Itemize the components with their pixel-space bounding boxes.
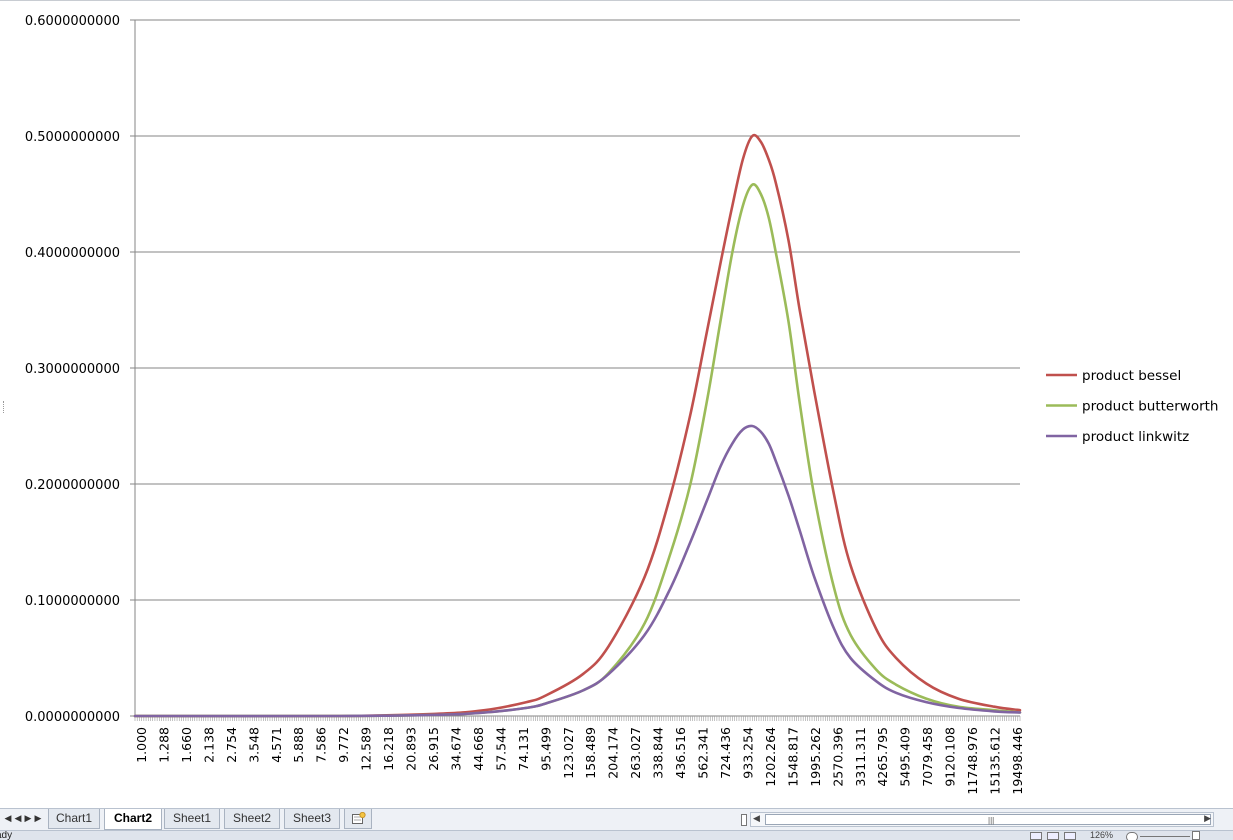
x-tick-label: 436.516 <box>673 727 688 779</box>
x-tick-label: 19498.446 <box>1010 727 1025 795</box>
scrollbar-thumb[interactable]: ||| <box>765 814 1211 825</box>
x-tick-label: 158.489 <box>583 727 598 779</box>
insert-sheet-icon <box>352 812 366 824</box>
x-tick-label: 204.174 <box>606 727 621 779</box>
scroll-right-arrow-icon[interactable]: ▶ <box>1204 813 1211 823</box>
horizontal-scrollbar[interactable]: ◀ ||| ▶ <box>750 812 1214 827</box>
scrollbar-grip-icon: ||| <box>988 816 995 825</box>
x-tick-label: 5495.409 <box>898 727 913 787</box>
x-tick-label: 7.586 <box>314 727 329 763</box>
x-tick-label: 3311.311 <box>853 727 868 787</box>
x-tick-label: 9.772 <box>336 727 351 763</box>
series-lines <box>133 133 1022 718</box>
x-minor-ticks <box>134 716 1021 721</box>
zoom-in-button[interactable] <box>1192 831 1200 840</box>
legend-label-product-linkwitz: product linkwitz <box>1082 429 1189 445</box>
chart-sheet[interactable]: 1.000 1.288 1.660 2.138 2.754 3.548 4.571 5.888… <box>0 0 1233 808</box>
line-chart: 1.000 1.288 1.660 2.138 2.754 3.548 4.571 5.888… <box>25 14 1219 795</box>
x-tick-label: 26.915 <box>426 727 441 771</box>
x-tick-label: 933.254 <box>741 727 756 779</box>
tab-chart1[interactable]: Chart1 <box>48 809 100 829</box>
x-tick-label: 95.499 <box>538 727 553 771</box>
legend-label-product-bessel: product bessel <box>1082 368 1181 384</box>
y-tick-label: 0.5000000000 <box>25 130 120 145</box>
x-tick-label: 2570.396 <box>830 727 845 787</box>
tab-sheet1[interactable]: Sheet1 <box>164 809 220 829</box>
zoom-out-button[interactable] <box>1126 832 1138 840</box>
y-tick-label: 0.0000000000 <box>25 710 120 725</box>
series-line-product-linkwitz <box>133 424 1022 718</box>
x-tick-label: 4.571 <box>269 727 284 763</box>
y-axis: 0.0000000000 0.1000000000 0.2000000000 0.30… <box>25 14 136 725</box>
page-layout-view-icon[interactable] <box>1047 832 1059 840</box>
x-tick-label: 1995.262 <box>808 727 823 787</box>
x-tick-label: 3.548 <box>246 727 261 763</box>
gridlines <box>135 19 1020 601</box>
insert-sheet-button[interactable] <box>344 809 372 829</box>
x-tick-label: 11748.976 <box>965 727 980 795</box>
x-tick-label: 16.218 <box>381 727 396 771</box>
x-tick-label: 5.888 <box>291 727 306 763</box>
zoom-slider[interactable] <box>1140 836 1190 837</box>
series-line-product-bessel <box>133 133 1022 718</box>
legend: product bessel product butterworth product… <box>1046 368 1218 445</box>
x-tick-label: 2.138 <box>201 727 216 763</box>
status-bar: ady 126% <box>0 830 1233 840</box>
x-tick-label: 44.668 <box>471 727 486 771</box>
x-tick-label: 12.589 <box>359 727 374 771</box>
tab-split-handle[interactable] <box>741 814 747 826</box>
next-sheet-arrow-icon[interactable]: ▶ <box>24 814 32 824</box>
x-tick-label: 1.000 <box>134 727 149 763</box>
x-tick-label: 562.341 <box>696 727 711 779</box>
last-sheet-arrow-icon[interactable]: ▶ <box>34 814 42 824</box>
tab-sheet3[interactable]: Sheet3 <box>284 809 340 829</box>
x-tick-label: 34.674 <box>449 727 464 771</box>
y-tick-label: 0.4000000000 <box>25 246 120 261</box>
x-tick-label: 4265.795 <box>875 727 890 787</box>
x-tick-label: 338.844 <box>651 727 666 779</box>
legend-label-product-butterworth: product butterworth <box>1082 399 1218 415</box>
x-tick-label: 1.660 <box>179 727 194 763</box>
x-tick-label: 74.131 <box>516 727 531 771</box>
page-break-view-icon[interactable] <box>1064 832 1076 840</box>
y-tick-label: 0.3000000000 <box>25 362 120 377</box>
x-tick-label: 1548.817 <box>785 727 800 787</box>
status-text: ady <box>0 830 13 840</box>
sheet-tab-bar: ◀ ◀ ▶ ▶ Chart1 Chart2 Sheet1 Sheet2 Shee… <box>0 808 1233 830</box>
tab-chart2[interactable]: Chart2 <box>104 809 162 830</box>
normal-view-icon[interactable] <box>1030 832 1042 840</box>
x-tick-label: 20.893 <box>404 727 419 771</box>
first-sheet-arrow-icon[interactable]: ◀ <box>4 814 12 824</box>
zoom-level[interactable]: 126% <box>1090 830 1114 840</box>
x-tick-label: 57.544 <box>493 727 508 771</box>
resize-grip[interactable] <box>3 401 7 413</box>
x-tick-label: 2.754 <box>224 727 239 763</box>
x-tick-label: 15135.612 <box>988 727 1003 795</box>
scroll-left-arrow-icon[interactable]: ◀ <box>753 813 760 823</box>
x-tick-label: 123.027 <box>561 727 576 779</box>
x-tick-label: 1.288 <box>157 727 172 763</box>
x-tick-label: 7079.458 <box>920 727 935 787</box>
series-line-product-butterworth <box>133 183 1022 718</box>
x-axis: 1.000 1.288 1.660 2.138 2.754 3.548 4.571 5.888… <box>134 715 1025 795</box>
x-tick-label: 724.436 <box>718 727 733 779</box>
x-tick-label: 1202.264 <box>763 727 778 787</box>
y-tick-label: 0.1000000000 <box>25 594 120 609</box>
y-tick-label: 0.2000000000 <box>25 478 120 493</box>
tab-sheet2[interactable]: Sheet2 <box>224 809 280 829</box>
y-tick-label: 0.6000000000 <box>25 14 120 29</box>
x-tick-label: 9120.108 <box>943 727 958 787</box>
x-tick-label: 263.027 <box>628 727 643 779</box>
prev-sheet-arrow-icon[interactable]: ◀ <box>14 814 22 824</box>
